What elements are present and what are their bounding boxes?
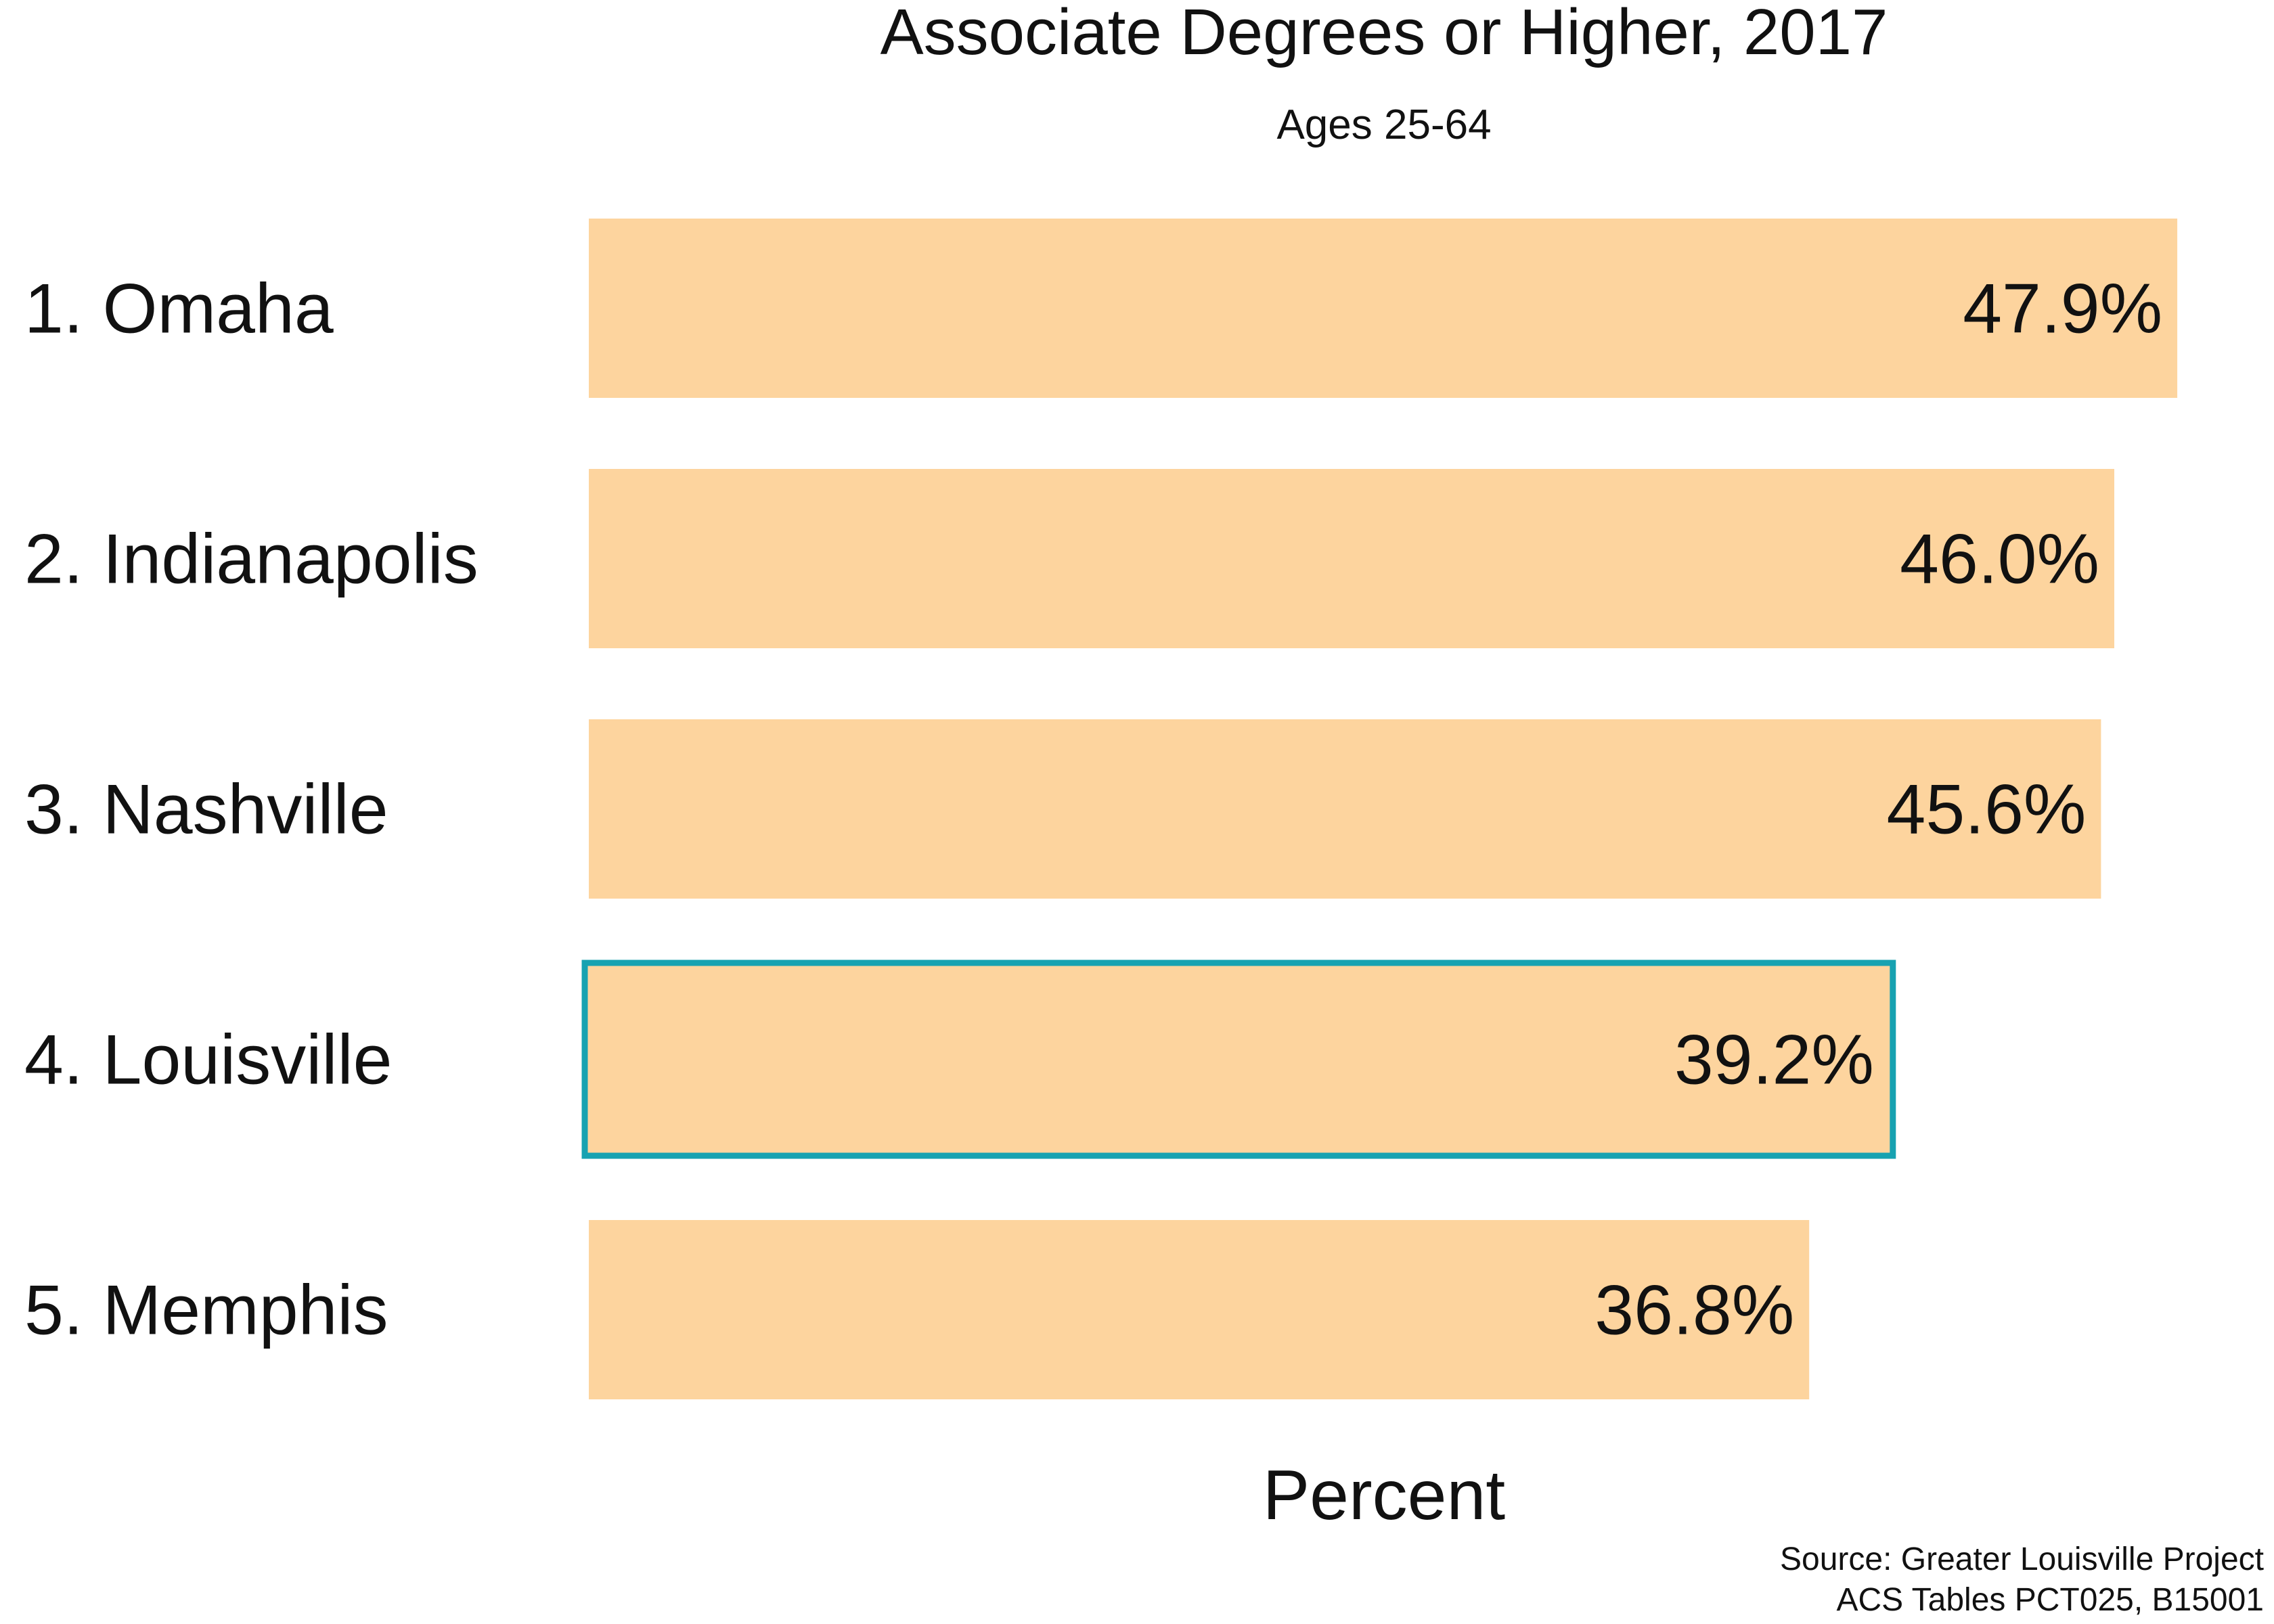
chart-subtitle: Ages 25-64 bbox=[1276, 102, 1491, 148]
value-label-4: 39.2% bbox=[1674, 1021, 1874, 1100]
source-note-line-1: Source: Greater Louisville Project bbox=[1780, 1541, 2264, 1577]
category-label-5: 5. Memphis bbox=[24, 1271, 388, 1350]
category-label-1: 1. Omaha bbox=[24, 270, 334, 348]
x-axis-label: Percent bbox=[1263, 1456, 1506, 1535]
bar-3 bbox=[589, 719, 2101, 899]
value-label-3: 45.6% bbox=[1887, 771, 2087, 849]
value-labels-group: 47.9% 46.0% 45.6% 39.2% 36.8% bbox=[1595, 270, 2162, 1350]
category-label-2: 2. Indianapolis bbox=[24, 520, 478, 599]
bar-5 bbox=[589, 1220, 1810, 1399]
bars-group bbox=[581, 219, 2178, 1399]
category-label-4: 4. Louisville bbox=[24, 1021, 392, 1100]
chart-title: Associate Degrees or Higher, 2017 bbox=[880, 0, 1888, 68]
value-label-5: 36.8% bbox=[1595, 1271, 1794, 1350]
bar-4 bbox=[581, 960, 1896, 1159]
source-note-line-2: ACS Tables PCT025, B15001 bbox=[1837, 1582, 2265, 1618]
bar-2 bbox=[589, 469, 2114, 648]
value-label-1: 47.9% bbox=[1963, 270, 2162, 348]
category-label-3: 3. Nashville bbox=[24, 771, 388, 849]
bar-1 bbox=[589, 219, 2178, 398]
category-labels-group: 1. Omaha 2. Indianapolis 3. Nashville 4. Lo… bbox=[24, 270, 478, 1350]
value-label-2: 46.0% bbox=[1900, 520, 2099, 599]
